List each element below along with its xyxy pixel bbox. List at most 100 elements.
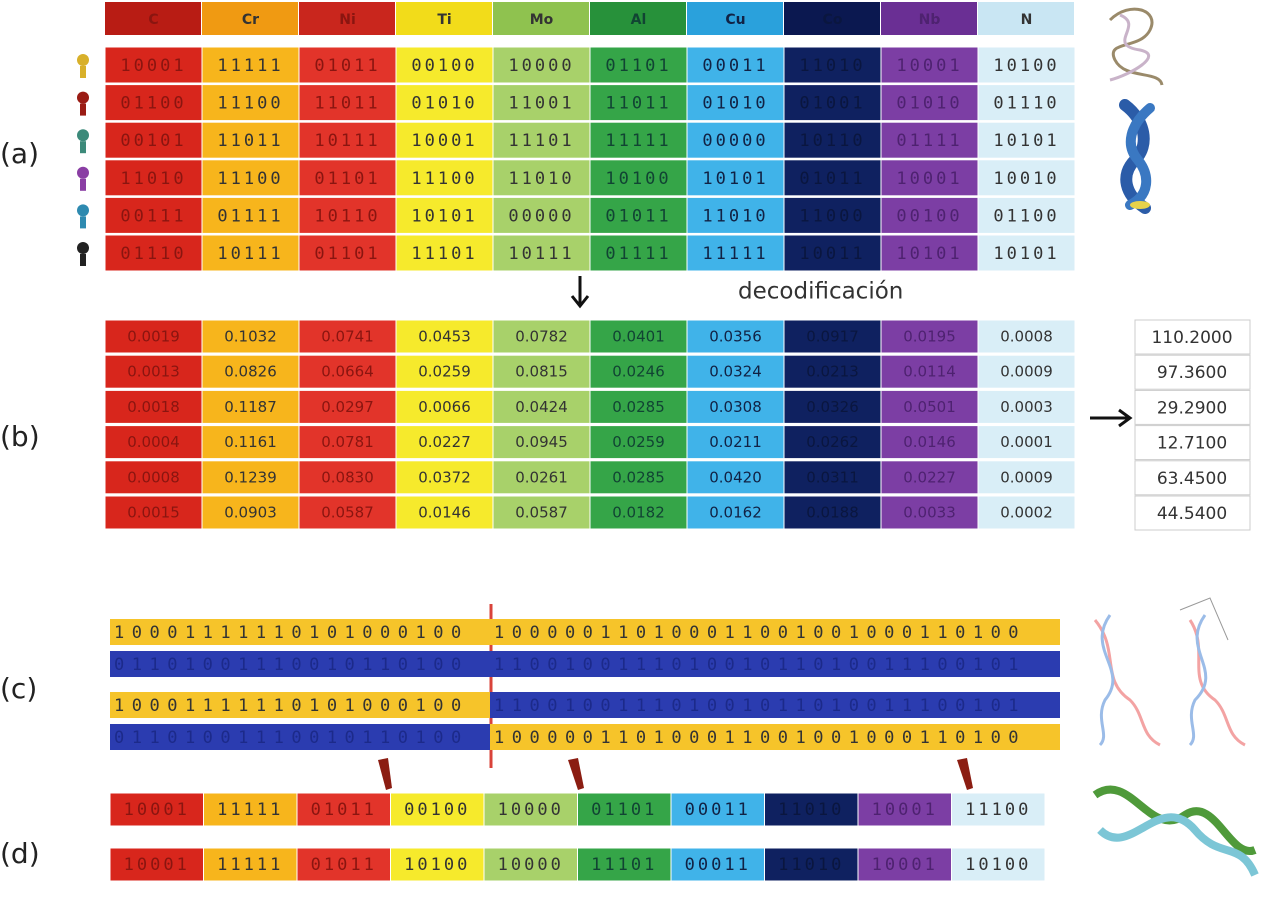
gene-cell — [201, 84, 300, 122]
gene-cell — [298, 84, 397, 122]
gene-cell — [203, 792, 298, 827]
gene-bits: 11010 — [778, 855, 844, 875]
panel-label: (d) — [0, 837, 40, 870]
chromosome-bits: 110010011101001011010011100101 — [494, 696, 1026, 716]
arrow — [570, 276, 1133, 428]
fraction-value: 0.0114 — [903, 363, 956, 381]
fraction-cell — [492, 425, 591, 460]
fraction-cell — [686, 460, 785, 495]
gene-bits: 01110 — [993, 94, 1059, 114]
gene-cell — [492, 121, 591, 159]
gene-cell — [390, 792, 485, 827]
gene-cell — [880, 159, 979, 197]
fraction-value: 0.0259 — [612, 433, 665, 451]
fraction-value: 0.0211 — [709, 433, 762, 451]
gene-cell — [589, 121, 688, 159]
fraction-cell — [686, 319, 785, 354]
individual-icon — [77, 204, 89, 217]
gene-bits: 00100 — [404, 800, 470, 820]
fraction-value: 0.0664 — [321, 363, 374, 381]
fraction-value: 0.0015 — [127, 504, 180, 522]
fraction-cell — [492, 389, 591, 424]
fraction-cell — [104, 389, 203, 424]
gene-bits: 11100 — [217, 94, 283, 114]
fraction-value: 0.0401 — [612, 328, 665, 346]
fraction-value: 0.0741 — [321, 328, 374, 346]
fraction-cell — [298, 354, 397, 389]
fraction-cell — [977, 319, 1076, 354]
gene-cell — [977, 196, 1076, 234]
gene-bits: 10101 — [993, 244, 1059, 264]
fraction-cell — [104, 495, 203, 530]
element-header: Mo — [530, 12, 554, 28]
element-header-cell — [202, 2, 298, 35]
fraction-cell — [298, 460, 397, 495]
fitness-value: 12.7100 — [1157, 434, 1227, 454]
gene-cell — [104, 84, 203, 122]
gene-cell — [977, 121, 1076, 159]
fraction-value: 0.0246 — [612, 363, 665, 381]
fraction-cell — [492, 319, 591, 354]
fraction-cell — [977, 389, 1076, 424]
fraction-cell — [104, 425, 203, 460]
gene-cell — [201, 121, 300, 159]
fraction-cell — [298, 389, 397, 424]
gene-bits: 01011 — [314, 56, 380, 76]
gene-bits: 11010 — [778, 800, 844, 820]
gene-bits: 01011 — [311, 800, 377, 820]
gene-bits: 11101 — [411, 244, 477, 264]
fitness-cell — [1134, 495, 1251, 531]
element-header: Ni — [339, 12, 356, 28]
fraction-value: 0.0146 — [418, 504, 471, 522]
fraction-value: 0.0227 — [418, 433, 471, 451]
gene-cell — [783, 84, 882, 122]
individual-icon — [80, 178, 86, 191]
gene-cell — [483, 792, 578, 827]
gene-bits: 01010 — [702, 94, 768, 114]
gene-bits: 10001 — [124, 855, 190, 875]
gene-bits: 11111 — [605, 131, 671, 151]
fraction-value: 0.0782 — [515, 328, 568, 346]
fraction-cell — [395, 495, 494, 530]
gene-cell — [670, 847, 765, 882]
gene-bits: 10000 — [508, 56, 574, 76]
gene-cell — [492, 196, 591, 234]
gene-bits: 10100 — [404, 855, 470, 875]
gene-bits: 00100 — [411, 56, 477, 76]
fraction-cell — [201, 425, 300, 460]
fraction-value: 0.1187 — [224, 398, 277, 416]
chromosome-segment — [490, 692, 1060, 718]
chromosome-segment — [110, 619, 490, 645]
fraction-cell — [783, 389, 882, 424]
element-header: Ti — [437, 12, 451, 28]
fraction-value: 0.0008 — [1000, 328, 1053, 346]
gene-cell — [483, 847, 578, 882]
fraction-value: 0.0033 — [903, 504, 956, 522]
fraction-value: 0.0227 — [903, 468, 956, 486]
fraction-cell — [589, 495, 688, 530]
element-header-cell — [978, 2, 1074, 35]
fraction-cell — [783, 495, 882, 530]
fraction-value: 0.1032 — [224, 328, 277, 346]
chromosome-segment — [110, 651, 490, 677]
gene-bits: 10001 — [124, 800, 190, 820]
chromosome-bits: 10001111110101000100 — [114, 623, 469, 643]
gene-cell — [764, 792, 859, 827]
fraction-value: 0.0903 — [224, 504, 277, 522]
individual-icon — [77, 91, 89, 104]
gene-cell — [104, 196, 203, 234]
gene-bits: 11000 — [799, 206, 865, 226]
gene-bits: 11010 — [508, 169, 574, 189]
fitness-cell — [1134, 425, 1251, 461]
gene-cell — [104, 121, 203, 159]
fraction-value: 0.0285 — [612, 398, 665, 416]
gene-cell — [951, 847, 1046, 882]
gene-cell — [977, 46, 1076, 84]
fraction-cell — [880, 354, 979, 389]
gene-bits: 11100 — [217, 169, 283, 189]
gene-cell — [492, 46, 591, 84]
gene-cell — [104, 234, 203, 272]
fraction-cell — [395, 389, 494, 424]
fraction-value: 0.0917 — [806, 328, 859, 346]
fraction-value: 0.0002 — [1000, 504, 1053, 522]
